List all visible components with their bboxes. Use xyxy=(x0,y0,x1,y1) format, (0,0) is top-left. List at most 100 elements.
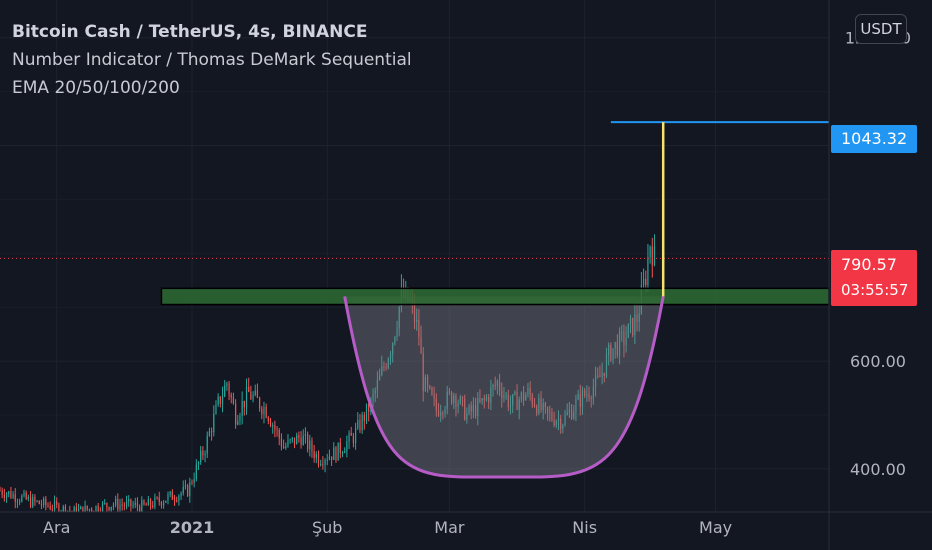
candle-body xyxy=(145,504,147,506)
candle-body xyxy=(333,447,335,460)
candle-body xyxy=(269,421,272,427)
candle-body xyxy=(304,434,307,436)
candle-body xyxy=(594,375,597,388)
candle-body xyxy=(224,385,226,397)
candle-body xyxy=(326,459,328,461)
candle-body xyxy=(459,396,461,404)
drawing-overlays xyxy=(0,121,830,479)
candle-body xyxy=(503,395,505,399)
candle-body xyxy=(601,372,603,378)
x-tick-label: May xyxy=(699,518,732,537)
candle-body xyxy=(544,402,546,408)
candle-body xyxy=(389,354,392,359)
candle-body xyxy=(232,397,235,404)
candle-body xyxy=(274,425,276,430)
candle-body xyxy=(123,505,125,507)
candle-body xyxy=(551,412,553,420)
candle-body xyxy=(280,438,283,447)
indicator-ema[interactable]: EMA 20/50/100/200 xyxy=(12,78,180,98)
candle-body xyxy=(605,354,608,376)
candle-body xyxy=(171,491,173,500)
candle-body xyxy=(248,387,250,393)
candle-body xyxy=(485,396,488,400)
candle-body xyxy=(208,431,211,436)
candle-body xyxy=(34,496,36,501)
candle-body xyxy=(265,406,267,418)
candle-body xyxy=(206,435,208,454)
candle-body xyxy=(32,496,34,507)
candle-body xyxy=(616,342,618,356)
candle-body xyxy=(590,398,592,400)
candle-body xyxy=(254,390,256,395)
candle-body xyxy=(211,431,213,433)
candle-body xyxy=(522,392,525,401)
candle-body xyxy=(525,395,527,401)
candle-body xyxy=(189,481,191,497)
candle-body xyxy=(5,493,8,498)
candle-body xyxy=(110,506,112,511)
candle-body xyxy=(16,501,19,503)
x-tick-label: Şub xyxy=(312,518,342,537)
candle-body xyxy=(424,377,427,392)
candle-body xyxy=(339,442,341,454)
candle-body xyxy=(187,485,189,497)
candle-body xyxy=(570,409,573,419)
candle-body xyxy=(8,491,10,494)
candle-body xyxy=(453,395,455,404)
candle-body xyxy=(311,440,313,452)
candle-body xyxy=(586,394,588,396)
candle-body xyxy=(180,492,182,496)
candle-body xyxy=(132,504,134,507)
candle-body xyxy=(287,439,289,447)
candle-body xyxy=(167,494,169,501)
candle-body xyxy=(385,367,387,369)
candle-body xyxy=(448,391,451,393)
candle-body xyxy=(490,387,492,403)
candle-body xyxy=(195,464,197,480)
candle-body xyxy=(536,406,538,414)
candle-body xyxy=(173,499,176,501)
candle-body xyxy=(101,503,104,513)
candle-body xyxy=(426,377,429,386)
candle-body xyxy=(322,463,324,465)
candle-body xyxy=(29,496,32,507)
candle-body xyxy=(442,412,444,414)
candle-body xyxy=(516,392,518,410)
candle-body xyxy=(95,505,97,513)
candle-body xyxy=(625,337,627,346)
candle-body xyxy=(191,481,193,483)
candle-body xyxy=(437,410,440,416)
candle-body xyxy=(86,505,88,510)
indicator-td-sequential[interactable]: Number Indicator / Thomas DeMark Sequent… xyxy=(12,50,412,70)
currency-button[interactable]: USDT xyxy=(855,14,907,44)
candle-body xyxy=(108,507,110,511)
candle-body xyxy=(381,366,383,376)
candle-body xyxy=(62,506,64,513)
x-tick-label: 2021 xyxy=(170,518,215,537)
candlestick-series xyxy=(0,234,656,522)
candle-body xyxy=(579,394,581,407)
candle-body xyxy=(293,437,296,445)
candle-body xyxy=(19,501,21,503)
candle-body xyxy=(512,394,514,405)
candle-body xyxy=(88,508,91,510)
candle-body xyxy=(488,396,490,403)
candle-body xyxy=(496,381,498,386)
candle-body xyxy=(344,451,346,453)
candle-body xyxy=(538,397,540,414)
candle-body xyxy=(56,501,58,505)
candle-body xyxy=(555,421,557,426)
candle-body xyxy=(283,446,285,448)
candle-body xyxy=(359,420,361,431)
candle-body xyxy=(623,331,625,346)
symbol-title[interactable]: Bitcoin Cash / TetherUS, 4s, BINANCE xyxy=(12,22,368,42)
candle-body xyxy=(219,396,221,404)
candle-body xyxy=(632,317,634,336)
candle-body xyxy=(3,494,5,498)
candle-body xyxy=(239,415,241,421)
candle-body xyxy=(416,319,418,322)
candle-body xyxy=(291,437,293,440)
candle-body xyxy=(457,403,459,408)
candle-body xyxy=(396,328,398,337)
candle-body xyxy=(599,376,601,378)
